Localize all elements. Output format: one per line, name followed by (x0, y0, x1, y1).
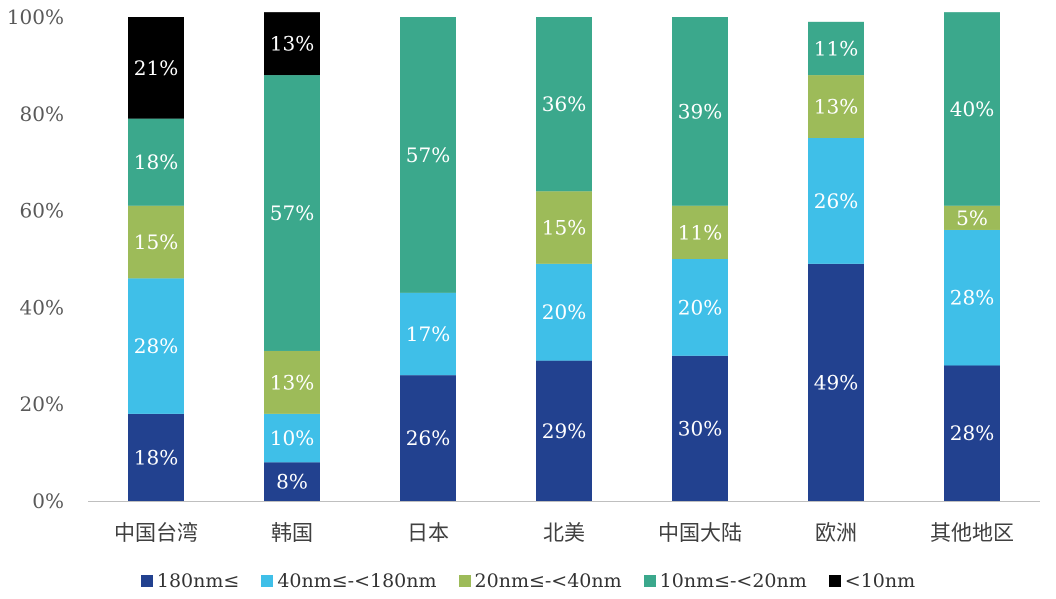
data-label: 11% (814, 36, 858, 60)
legend-item: 20nm≤-<40nm (458, 570, 622, 592)
bar-segment (944, 12, 1000, 206)
bar-segment (400, 17, 456, 293)
data-label: 28% (134, 334, 178, 358)
x-category-label: 北美 (543, 521, 585, 545)
y-tick-label: 0% (32, 489, 64, 513)
data-label: 29% (542, 419, 586, 443)
legend-label: 180nm≤ (156, 570, 240, 592)
legend-label: 20nm≤-<40nm (474, 570, 622, 592)
bar-segment (672, 205, 728, 259)
data-label: 30% (678, 416, 722, 440)
bar-segment (808, 263, 864, 501)
bar-segment (264, 12, 320, 76)
bar-segment (400, 375, 456, 501)
bar-segment (944, 205, 1000, 230)
data-label: 13% (270, 32, 314, 56)
y-tick-label: 40% (20, 295, 64, 319)
data-label: 13% (270, 370, 314, 394)
bar-segment (808, 21, 864, 76)
bar-segment (944, 365, 1000, 501)
bar-segment (944, 229, 1000, 366)
y-axis: 0% 20% 40% 60% 80% 100% (7, 5, 64, 513)
data-label: 15% (542, 216, 586, 240)
legend-label: 10nm≤-<20nm (659, 570, 807, 592)
data-label: 28% (950, 421, 994, 445)
data-label: 10% (270, 426, 314, 450)
legend-swatch (140, 575, 153, 587)
legend: 180nm≤ 40nm≤-<180nm 20nm≤-<40nm 10nm≤-<20nm… (0, 568, 1056, 594)
data-label: 18% (134, 445, 178, 469)
data-label: 36% (542, 92, 586, 116)
legend-item: 180nm≤ (140, 570, 240, 592)
data-label: 15% (134, 230, 178, 254)
bar-segment (536, 191, 592, 264)
bar-segment (808, 75, 864, 138)
y-tick-label: 20% (20, 392, 64, 416)
data-label: 20% (678, 295, 722, 319)
data-label: 40% (950, 97, 994, 121)
bar-segment (536, 360, 592, 501)
data-label: 18% (134, 150, 178, 174)
bar-segment (128, 17, 184, 119)
bar-segment (128, 413, 184, 501)
y-tick-label: 100% (7, 5, 64, 29)
legend-label: <10nm (844, 570, 916, 592)
data-label: 49% (814, 370, 858, 394)
bar-segment (808, 138, 864, 264)
legend-swatch (643, 575, 656, 587)
x-category-label: 其他地区 (930, 521, 1014, 545)
data-label: 26% (814, 189, 858, 213)
data-label: 26% (406, 426, 450, 450)
data-label: 13% (814, 95, 858, 119)
bars-layer: 18% 28% 15% 18% 21% 8% 10% 13% 57% 13% 26% 17% 57% 29… (128, 12, 1000, 501)
x-category-label: 韩国 (271, 521, 313, 545)
bar-segment (128, 118, 184, 206)
bar-segment (672, 17, 728, 206)
legend-item: 10nm≤-<20nm (643, 570, 807, 592)
legend-swatch (828, 575, 841, 587)
data-label: 21% (134, 56, 178, 80)
x-axis: 中国台湾 韩国 日本 北美 中国大陆 欧洲 其他地区 (88, 501, 1040, 545)
x-category-label: 欧洲 (815, 521, 857, 545)
data-label: 39% (678, 99, 722, 123)
x-category-label: 中国大陆 (658, 521, 742, 545)
legend-item: 40nm≤-<180nm (261, 570, 437, 592)
bar-segment (128, 205, 184, 279)
bar-segment (400, 292, 456, 376)
stacked-bar-chart: 0%20%40%60%80%100% 18%28%15%18%21%8%10%1… (7, 5, 1040, 545)
bar-segment (536, 17, 592, 192)
y-tick-label: 60% (20, 199, 64, 223)
data-label: 8% (276, 470, 308, 494)
legend-swatch (261, 575, 274, 587)
legend-item: <10nm (828, 570, 916, 592)
bar-segment (128, 278, 184, 414)
bar-segment (264, 413, 320, 463)
bar-segment (264, 462, 320, 501)
data-label: 17% (406, 322, 450, 346)
data-label: 11% (678, 220, 722, 244)
bar-segment (672, 355, 728, 501)
bar-segment (672, 259, 728, 356)
data-label: 28% (950, 286, 994, 310)
data-label: 5% (956, 206, 988, 230)
data-label: 57% (270, 201, 314, 225)
data-label: 20% (542, 300, 586, 324)
legend-swatch (458, 575, 471, 587)
data-label: 57% (406, 143, 450, 167)
y-tick-label: 80% (20, 102, 64, 126)
bar-segment (264, 350, 320, 414)
x-category-label: 日本 (407, 521, 449, 545)
legend-label: 40nm≤-<180nm (277, 570, 437, 592)
bar-segment (536, 263, 592, 361)
bar-segment (264, 75, 320, 351)
x-category-label: 中国台湾 (114, 521, 198, 545)
